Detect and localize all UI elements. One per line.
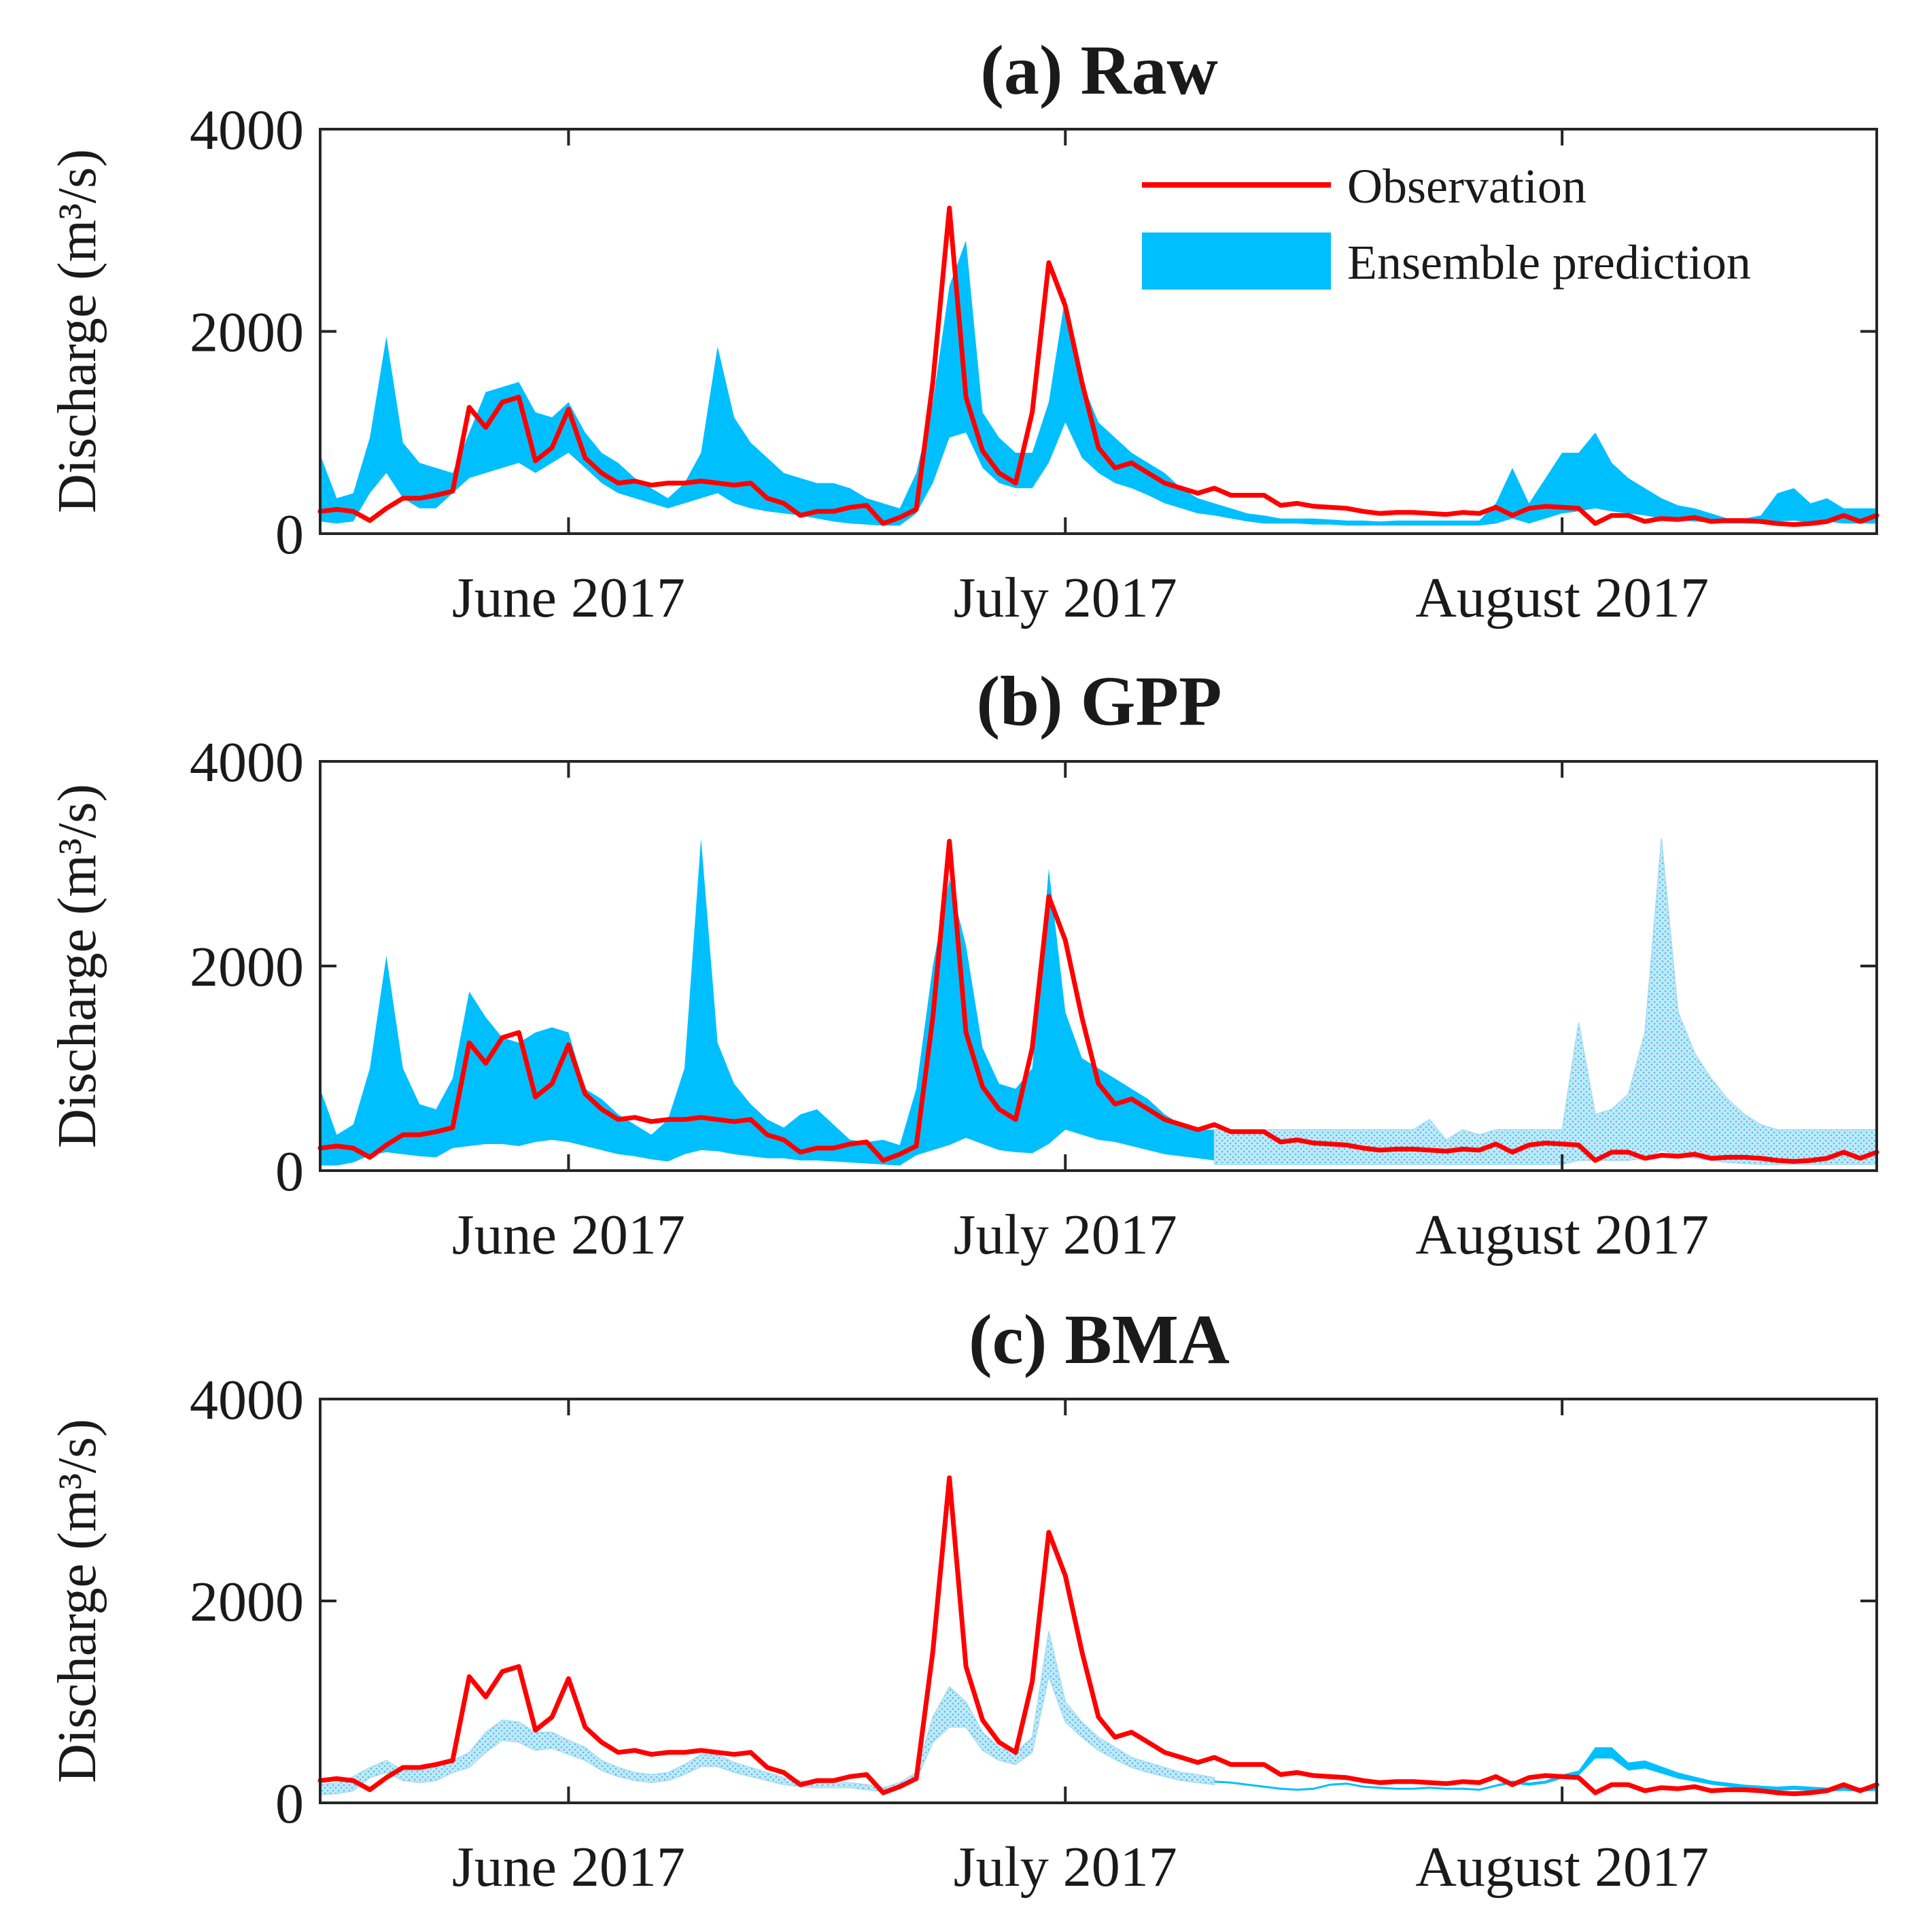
y-tick-label: 2000 [190,935,304,999]
y-axis-label: Discharge (m³/s) [48,149,107,513]
y-tick-label: 2000 [190,1570,304,1634]
legend-ensemble-swatch [1142,232,1331,290]
x-tick-label: July 2017 [954,1203,1177,1266]
ensemble-band-1 [320,240,1877,526]
x-tick-label: August 2017 [1415,1835,1709,1899]
observation-line [317,1475,1879,1797]
y-axis-label: Discharge (m³/s) [48,1419,107,1783]
ensemble-band-2 [1213,838,1877,1165]
panel-bma: (c) BMA Discharge (m³/s) 0 2000 4000 June 2… [48,1300,1879,1899]
ticks: 0 2000 4000 June 2017 July 2017 August 2017 [190,99,1877,629]
ensemble-bands [319,1631,1877,1795]
y-tick-label: 4000 [190,731,304,794]
y-tick-label: 2000 [190,301,304,364]
ensemble-bands [320,240,1877,526]
y-tick-label: 0 [275,503,304,566]
y-tick-label: 4000 [190,1368,304,1432]
ensemble-bands [320,838,1877,1166]
x-tick-label: August 2017 [1415,1203,1709,1266]
panel-title: (a) Raw [980,31,1217,109]
x-tick-label: June 2017 [452,566,685,629]
y-tick-label: 0 [275,1140,304,1203]
x-tick-label: July 2017 [954,566,1177,629]
y-axis-label: Discharge (m³/s) [48,784,107,1148]
legend: Observation Ensemble prediction [1142,159,1751,290]
panel-title: (b) GPP [976,662,1221,740]
y-tick-label: 4000 [190,99,304,162]
ensemble-band-1 [320,838,1215,1166]
panel-raw: (a) Raw Discharge (m³/s) 0 2000 4000 June 2… [48,31,1879,629]
x-tick-label: August 2017 [1415,566,1709,629]
legend-ensemble-label: Ensemble prediction [1347,235,1751,290]
observation-line [317,205,1879,528]
ticks: 0 2000 4000 June 2017 July 2017 August 2017 [190,1368,1877,1899]
y-tick-label: 0 [275,1772,304,1835]
x-tick-label: July 2017 [954,1835,1177,1899]
x-tick-label: June 2017 [452,1835,685,1899]
legend-observation-label: Observation [1347,159,1586,213]
x-tick-label: June 2017 [452,1203,685,1266]
ticks: 0 2000 4000 June 2017 July 2017 August 2017 [190,731,1877,1266]
observation-line [317,838,1879,1164]
ensemble-band-2 [1214,1747,1877,1792]
ensemble-band-1 [319,1631,1215,1795]
panel-gpp: (b) GPP Discharge (m³/s) 0 2000 4000 June 2… [48,662,1879,1266]
panel-title: (c) BMA [969,1300,1230,1379]
